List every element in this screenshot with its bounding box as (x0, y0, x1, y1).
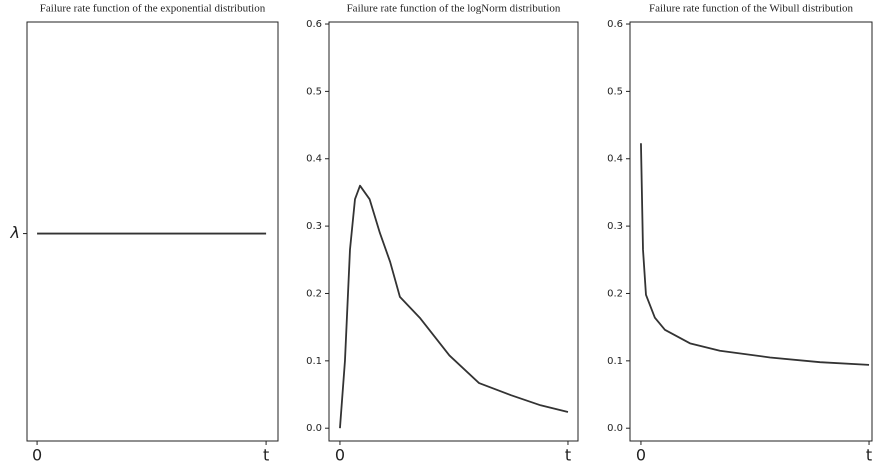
y-tick-label: 0.6 (607, 19, 623, 30)
x-tick-label: 0 (636, 446, 646, 465)
y-tick-label: 0.0 (607, 423, 623, 434)
plot-frame (629, 21, 873, 442)
x-tick-label: t (263, 446, 269, 465)
chart-title: Failure rate function of the Wibull dist… (649, 3, 854, 15)
rate-curve (339, 184, 569, 429)
y-tick-label: 0.2 (306, 288, 322, 299)
y-tick-label: 0.3 (607, 221, 623, 232)
y-tick-label: 0.4 (306, 154, 322, 165)
y-tick-label: 0.1 (306, 356, 322, 367)
y-tick-label: 0.5 (306, 86, 322, 97)
chart-title: Failure rate function of the logNorm dis… (347, 3, 561, 15)
x-tick-label: 0 (32, 446, 42, 465)
x-tick-label: t (565, 446, 571, 465)
chart-title: Failure rate function of the exponential… (40, 3, 266, 15)
y-tick-label: 0.4 (607, 154, 623, 165)
plot-frame (26, 21, 279, 442)
y-tick-label: 0.6 (306, 19, 322, 30)
plot-frame (328, 21, 579, 442)
rate-curve (640, 143, 870, 366)
y-tick-label: λ (10, 223, 20, 242)
y-tick-label: 0.3 (306, 221, 322, 232)
y-tick-label: 0.5 (607, 86, 623, 97)
y-tick-label: 0.1 (607, 356, 623, 367)
y-tick-label: 0.0 (306, 423, 322, 434)
x-tick-label: 0 (335, 446, 345, 465)
x-tick-label: t (866, 446, 872, 465)
y-tick-label: 0.2 (607, 288, 623, 299)
